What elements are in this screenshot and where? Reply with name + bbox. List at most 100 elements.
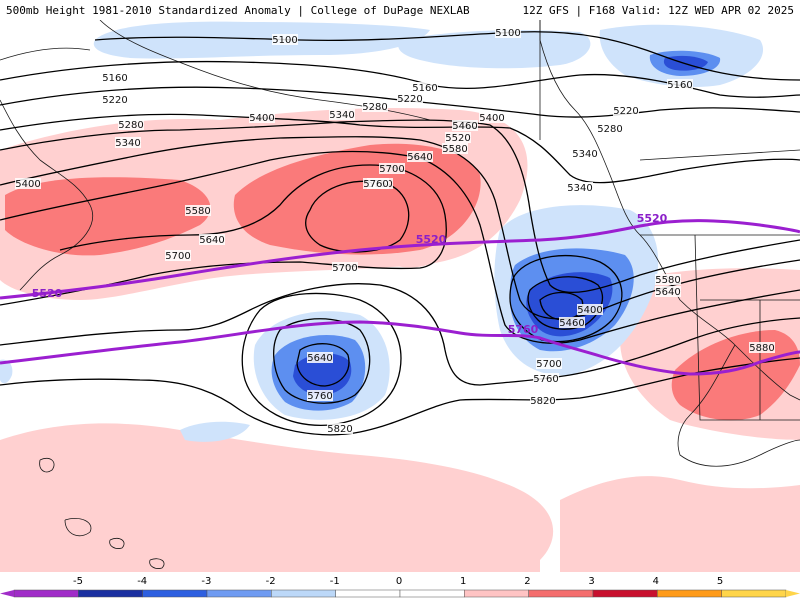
svg-text:5160: 5160 — [412, 83, 437, 94]
svg-text:5280: 5280 — [597, 124, 622, 135]
legend-tick-label: -4 — [137, 576, 147, 587]
svg-text:5640: 5640 — [307, 353, 332, 364]
svg-text:5640: 5640 — [407, 152, 432, 163]
contour-label: 5820 — [327, 423, 353, 435]
contour-label: 5700 — [165, 250, 191, 262]
svg-text:5760: 5760 — [533, 374, 558, 385]
legend-swatch — [142, 589, 208, 598]
legend-swatch — [271, 589, 336, 598]
svg-text:5280: 5280 — [118, 120, 143, 131]
svg-text:5700: 5700 — [536, 359, 561, 370]
legend-swatch — [528, 589, 594, 598]
svg-text:5640: 5640 — [655, 287, 680, 298]
legend-arrow-left — [0, 590, 14, 597]
contour-label: 5340 — [115, 137, 141, 149]
contour-label: 5340 — [567, 182, 593, 194]
contour-label: 5220 — [397, 93, 423, 105]
map-header: 500mb Height 1981-2010 Standardized Anom… — [0, 0, 800, 20]
contour-label: 5400 — [577, 304, 603, 316]
legend-tick-label: -3 — [201, 576, 211, 587]
contour-label: 5220 — [613, 105, 639, 117]
contour-label: 5100 — [272, 34, 298, 46]
svg-text:5100: 5100 — [495, 28, 520, 39]
legend-swatch — [657, 589, 722, 598]
legend-tick-label: 2 — [524, 576, 530, 587]
thick-contour-labels: 5520 5520 5520 5760 — [32, 212, 668, 336]
svg-text:5700: 5700 — [379, 164, 404, 175]
legend-tick-label: 5 — [717, 576, 723, 587]
map-title: 500mb Height 1981-2010 Standardized Anom… — [6, 4, 470, 17]
legend-tick-label: -1 — [330, 576, 340, 587]
svg-text:5340: 5340 — [567, 183, 592, 194]
contour-label: 5700 — [536, 358, 562, 370]
thick-contour-label: 5520 — [416, 233, 447, 246]
svg-text:5220: 5220 — [397, 94, 422, 105]
contour-label: 5760 — [363, 178, 389, 190]
contour-label: 5640 — [407, 151, 433, 163]
contour-label: 5400 — [249, 112, 275, 124]
thick-contour-label: 5520 — [637, 212, 668, 225]
legend-color-bar — [0, 589, 800, 598]
contour-label: 5760 — [307, 390, 333, 402]
contour-label: 5160 — [412, 82, 438, 94]
legend-swatch — [592, 589, 658, 598]
svg-text:5220: 5220 — [613, 106, 638, 117]
svg-text:5460: 5460 — [452, 121, 477, 132]
svg-text:5580: 5580 — [442, 144, 467, 155]
svg-text:5880: 5880 — [749, 343, 774, 354]
contour-label: 5580 — [655, 274, 681, 286]
legend-tick-label: -2 — [266, 576, 276, 587]
svg-text:5820: 5820 — [530, 396, 555, 407]
svg-text:5400: 5400 — [577, 305, 602, 316]
svg-text:5700: 5700 — [165, 251, 190, 262]
legend-swatch — [206, 589, 272, 598]
svg-text:5340: 5340 — [329, 110, 354, 121]
svg-text:5100: 5100 — [272, 35, 297, 46]
svg-text:5400: 5400 — [479, 113, 504, 124]
contour-label: 5340 — [329, 109, 355, 121]
svg-text:5160: 5160 — [102, 73, 127, 84]
legend-tick-label: -5 — [73, 576, 83, 587]
legend-swatch — [399, 589, 465, 598]
legend-tick-label: 0 — [396, 576, 402, 587]
svg-text:5760: 5760 — [363, 179, 388, 190]
thick-contour-label: 5760 — [508, 323, 539, 336]
contour-label: 5400 — [479, 112, 505, 124]
svg-text:5400: 5400 — [15, 179, 40, 190]
contour-label: 5160 — [102, 72, 128, 84]
svg-text:5340: 5340 — [115, 138, 140, 149]
thick-contour-label: 5520 — [32, 287, 63, 300]
svg-text:5340: 5340 — [572, 149, 597, 160]
svg-text:5460: 5460 — [559, 318, 584, 329]
svg-text:5820: 5820 — [327, 424, 352, 435]
contour-label: 5100 — [495, 27, 521, 39]
svg-text:5400: 5400 — [249, 113, 274, 124]
legend-swatch — [13, 589, 79, 598]
contour-label: 5820 — [530, 395, 556, 407]
contour-label: 5880 — [749, 342, 775, 354]
anomaly-legend: -5 -4 -3 -2 -1 0 1 2 3 4 5 — [0, 576, 800, 598]
contour-label: 5520 — [445, 132, 471, 144]
contour-label: 5220 — [102, 94, 128, 106]
svg-text:5580: 5580 — [185, 206, 210, 217]
model-valid-time: 12Z GFS | F168 Valid: 12Z WED APR 02 202… — [522, 4, 794, 17]
contour-label: 5580 — [185, 205, 211, 217]
contour-label: 5640 — [199, 234, 225, 246]
legend-arrow-right — [786, 590, 800, 597]
svg-text:5520: 5520 — [445, 133, 470, 144]
svg-text:5160: 5160 — [667, 80, 692, 91]
svg-text:5700: 5700 — [332, 263, 357, 274]
legend-tick-label: 1 — [460, 576, 466, 587]
legend-tick-label: 4 — [653, 576, 659, 587]
contour-label: 5460 — [452, 120, 478, 132]
svg-text:5580: 5580 — [655, 275, 680, 286]
legend-tick-label: 3 — [588, 576, 594, 587]
svg-text:5640: 5640 — [199, 235, 224, 246]
contour-label: 5580 — [442, 143, 468, 155]
svg-text:5760: 5760 — [307, 391, 332, 402]
contour-label: 5340 — [572, 148, 598, 160]
contour-label: 5640 — [655, 286, 681, 298]
legend-swatch — [335, 589, 401, 598]
